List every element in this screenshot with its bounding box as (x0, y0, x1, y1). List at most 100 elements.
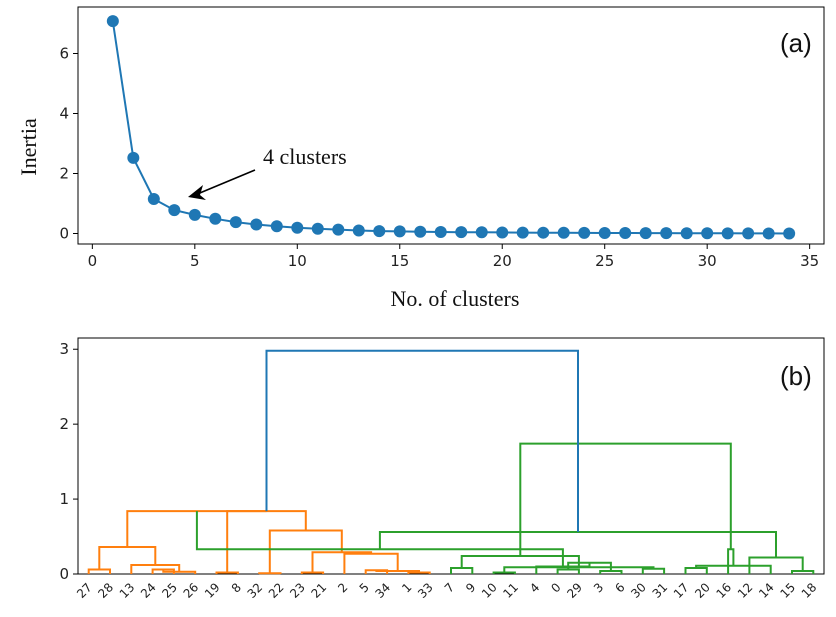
inertia-point (783, 227, 796, 240)
leaf-label: 20 (692, 580, 713, 601)
annotation-arrow-head (188, 185, 206, 200)
dendrogram-link (87, 568, 111, 574)
elbow-annotation: 4 clusters (188, 144, 347, 200)
inertia-point (291, 221, 304, 234)
inertia-point (680, 227, 693, 240)
leaf-label: 22 (266, 580, 287, 601)
inertia-point (311, 222, 324, 235)
inertia-point (537, 226, 550, 239)
dendrogram-leaf-labels: 27 28 13 24 25 26 19 8 32 22 23 21 2 5 34 1 33 7 9 10 11 4 0 29… (74, 580, 819, 601)
x-tick-label: 15 (390, 252, 409, 270)
x-tick-label: 20 (493, 252, 512, 270)
inertia-point (578, 226, 591, 239)
dendrogram-panel-label: (b) (780, 361, 812, 391)
inertia-point (270, 220, 283, 233)
leaf-label: 9 (463, 580, 478, 595)
leaf-label: 28 (95, 580, 116, 601)
inertia-point (742, 227, 755, 240)
dendrogram-link (641, 567, 666, 574)
leaf-label: 18 (799, 580, 820, 601)
leaf-label: 15 (777, 580, 798, 601)
leaf-label: 31 (650, 580, 671, 601)
dendrogram-y-ticks: 0 1 2 3 (59, 340, 78, 583)
inertia-point (209, 212, 222, 225)
leaf-label: 27 (74, 580, 95, 601)
leaf-label: 34 (372, 580, 393, 601)
annotation-arrow-line (194, 169, 256, 196)
elbow-panel-label: (a) (780, 28, 812, 58)
inertia-point (373, 225, 386, 238)
leaf-label: 13 (117, 580, 138, 601)
x-tick-label: 30 (698, 252, 717, 270)
inertia-point (250, 218, 263, 231)
y-tick-label: 1 (59, 490, 69, 508)
dendrogram-link (519, 442, 732, 556)
leaf-label: 0 (548, 580, 563, 595)
y-tick-label: 2 (59, 165, 69, 183)
inertia-point (229, 216, 242, 229)
leaf-label: 1 (399, 580, 414, 595)
elbow-series (106, 15, 796, 240)
leaf-label: 21 (309, 580, 330, 601)
dendrogram-link (258, 572, 282, 575)
inertia-point (434, 226, 447, 238)
inertia-point (496, 226, 509, 239)
leaf-label: 32 (245, 580, 266, 601)
y-tick-label: 0 (59, 565, 69, 583)
inertia-point (762, 227, 775, 240)
inertia-point (332, 223, 345, 236)
annotation-text: 4 clusters (263, 144, 347, 169)
x-tick-label: 0 (88, 252, 98, 270)
inertia-point (414, 225, 427, 238)
inertia-point (127, 151, 140, 164)
leaf-label: 3 (591, 580, 606, 595)
leaf-label: 29 (564, 580, 585, 601)
dendrogram-links (87, 349, 815, 575)
leaf-label: 8 (229, 580, 244, 595)
x-tick-label: 10 (288, 252, 307, 270)
dendrogram-link (727, 548, 735, 574)
leaf-label: 4 (527, 580, 542, 595)
leaf-label: 2 (335, 580, 350, 595)
dendrogram-link (378, 531, 777, 558)
elbow-plot-frame (77, 6, 825, 245)
leaf-label: 6 (612, 580, 627, 595)
leaf-label: 10 (479, 580, 500, 601)
leaf-label: 16 (714, 580, 735, 601)
dendrogram-link (311, 551, 373, 573)
x-tick-label: 5 (190, 252, 200, 270)
y-tick-label: 3 (59, 340, 69, 358)
leaf-label: 12 (735, 580, 756, 601)
inertia-point (557, 226, 570, 239)
inertia-point (721, 227, 734, 240)
leaf-label: 14 (756, 580, 777, 601)
inertia-point (619, 227, 632, 240)
leaf-label: 25 (159, 580, 180, 601)
leaf-label: 33 (415, 580, 436, 601)
inertia-point (598, 226, 611, 239)
leaf-label: 7 (442, 580, 457, 595)
inertia-point (455, 226, 468, 239)
inertia-point (393, 225, 406, 238)
dendrogram-link (450, 567, 474, 574)
leaf-label: 19 (202, 580, 223, 601)
leaf-label: 30 (628, 580, 649, 601)
inertia-point (352, 224, 365, 237)
inertia-point (188, 208, 201, 221)
leaf-label: 23 (287, 580, 308, 601)
y-tick-label: 0 (59, 225, 69, 243)
leaf-label: 24 (138, 580, 159, 601)
leaf-label: 5 (357, 580, 372, 595)
dendrogram-link (684, 567, 708, 574)
dendrogram-plot-frame (77, 337, 825, 575)
inertia-line (111, 20, 790, 235)
elbow-y-ticks: 0 2 4 6 (59, 45, 78, 243)
y-tick-label: 2 (59, 415, 69, 433)
dendrogram-link (226, 510, 307, 573)
dendrogram-link (556, 568, 580, 574)
inertia-point (660, 227, 673, 240)
x-tick-label: 25 (595, 252, 614, 270)
inertia-point (701, 227, 714, 240)
